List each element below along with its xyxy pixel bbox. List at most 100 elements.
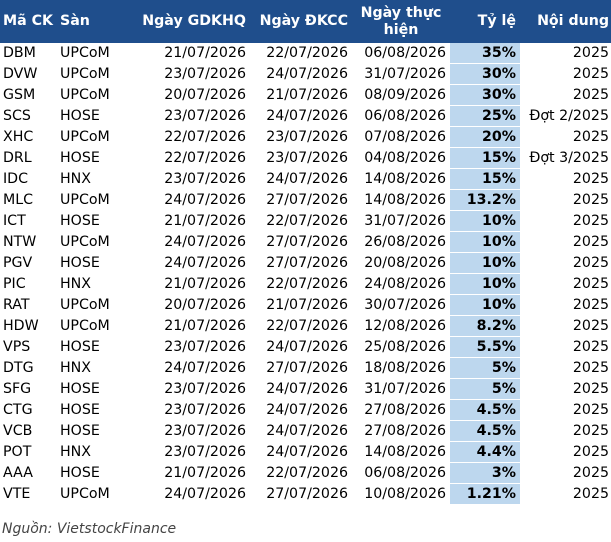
cell-floor: HOSE [57,462,137,484]
cell-rate: 30% [450,84,520,106]
cell-ex-date: 20/07/2026 [137,84,250,106]
cell-record-date: 24/07/2026 [250,399,352,421]
cell-code: XHC [0,126,57,148]
cell-content: 2025 [520,231,611,253]
cell-record-date: 24/07/2026 [250,336,352,358]
cell-pay-date: 20/08/2026 [352,252,450,274]
cell-floor: HNX [57,441,137,463]
cell-content: 2025 [520,210,611,232]
cell-ex-date: 24/07/2026 [137,483,250,505]
table-row: GSM UPCoM 20/07/2026 21/07/2026 08/09/2026 30… [0,84,611,106]
cell-pay-date: 30/07/2026 [352,294,450,316]
cell-pay-date: 06/08/2026 [352,43,450,64]
cell-pay-date: 14/08/2026 [352,168,450,190]
cell-code: ICT [0,210,57,232]
table-header: Mã CK Sàn Ngày GDKHQ Ngày ĐKCC Ngày thực… [0,0,611,43]
cell-code: RAT [0,294,57,316]
cell-code: PIC [0,273,57,295]
cell-rate: 10% [450,294,520,316]
cell-rate: 20% [450,126,520,148]
cell-pay-date: 31/07/2026 [352,63,450,85]
cell-record-date: 23/07/2026 [250,147,352,169]
table-row: NTW UPCoM 24/07/2026 27/07/2026 26/08/2026 10… [0,231,611,253]
cell-ex-date: 21/07/2026 [137,462,250,484]
cell-content: Đợt 2/2025 [520,105,611,127]
cell-pay-date: 27/08/2026 [352,420,450,442]
cell-rate: 13.2% [450,189,520,211]
cell-content: 2025 [520,441,611,463]
cell-rate: 30% [450,63,520,85]
cell-pay-date: 26/08/2026 [352,231,450,253]
table-row: CTG HOSE 23/07/2026 24/07/2026 27/08/2026 4.5… [0,399,611,421]
cell-content: 2025 [520,168,611,190]
cell-pay-date: 10/08/2026 [352,483,450,505]
cell-code: IDC [0,168,57,190]
cell-floor: HOSE [57,147,137,169]
cell-pay-date: 12/08/2026 [352,315,450,337]
cell-record-date: 22/07/2026 [250,462,352,484]
cell-floor: HOSE [57,210,137,232]
cell-content: 2025 [520,294,611,316]
cell-record-date: 27/07/2026 [250,483,352,505]
cell-ex-date: 23/07/2026 [137,105,250,127]
cell-rate: 8.2% [450,315,520,337]
cell-floor: UPCoM [57,43,137,64]
cell-ex-date: 24/07/2026 [137,252,250,274]
cell-code: GSM [0,84,57,106]
cell-ex-date: 22/07/2026 [137,126,250,148]
cell-record-date: 22/07/2026 [250,43,352,64]
cell-pay-date: 08/09/2026 [352,84,450,106]
table-row: DBM UPCoM 21/07/2026 22/07/2026 06/08/2026 35… [0,43,611,64]
cell-code: SFG [0,378,57,400]
cell-rate: 15% [450,147,520,169]
cell-rate: 10% [450,231,520,253]
cell-rate: 10% [450,252,520,274]
cell-content: 2025 [520,273,611,295]
table-row: SCS HOSE 23/07/2026 24/07/2026 06/08/2026 25%… [0,105,611,127]
cell-code: AAA [0,462,57,484]
cell-code: VCB [0,420,57,442]
cell-pay-date: 04/08/2026 [352,147,450,169]
cell-pay-date: 14/08/2026 [352,441,450,463]
cell-rate: 3% [450,462,520,484]
cell-rate: 5% [450,378,520,400]
cell-floor: UPCoM [57,231,137,253]
table-row: SFG HOSE 23/07/2026 24/07/2026 31/07/2026 5% 2… [0,378,611,400]
cell-pay-date: 31/07/2026 [352,210,450,232]
header-code: Mã CK [0,0,57,43]
cell-ex-date: 24/07/2026 [137,189,250,211]
cell-record-date: 21/07/2026 [250,84,352,106]
cell-code: NTW [0,231,57,253]
header-floor: Sàn [57,0,137,43]
cell-content: 2025 [520,63,611,85]
table-row: VTE UPCoM 24/07/2026 27/07/2026 10/08/2026 1.… [0,483,611,505]
table-row: DTG HNX 24/07/2026 27/07/2026 18/08/2026 5% 20… [0,357,611,379]
cell-ex-date: 24/07/2026 [137,357,250,379]
cell-code: VPS [0,336,57,358]
cell-ex-date: 21/07/2026 [137,273,250,295]
table-row: DRL HOSE 22/07/2026 23/07/2026 04/08/2026 15%… [0,147,611,169]
header-ex-date: Ngày GDKHQ [137,0,250,43]
cell-floor: UPCoM [57,189,137,211]
cell-pay-date: 06/08/2026 [352,105,450,127]
cell-pay-date: 31/07/2026 [352,378,450,400]
cell-floor: UPCoM [57,126,137,148]
cell-content: 2025 [520,43,611,64]
cell-content: 2025 [520,378,611,400]
cell-record-date: 24/07/2026 [250,168,352,190]
cell-pay-date: 18/08/2026 [352,357,450,379]
cell-floor: HOSE [57,420,137,442]
cell-ex-date: 23/07/2026 [137,336,250,358]
cell-record-date: 22/07/2026 [250,210,352,232]
table-row: DVW UPCoM 23/07/2026 24/07/2026 31/07/2026 30… [0,63,611,85]
cell-content: 2025 [520,84,611,106]
cell-record-date: 24/07/2026 [250,441,352,463]
cell-floor: UPCoM [57,294,137,316]
cell-rate: 15% [450,168,520,190]
cell-record-date: 27/07/2026 [250,357,352,379]
cell-floor: HOSE [57,252,137,274]
cell-floor: HNX [57,168,137,190]
cell-ex-date: 23/07/2026 [137,63,250,85]
cell-floor: HNX [57,357,137,379]
